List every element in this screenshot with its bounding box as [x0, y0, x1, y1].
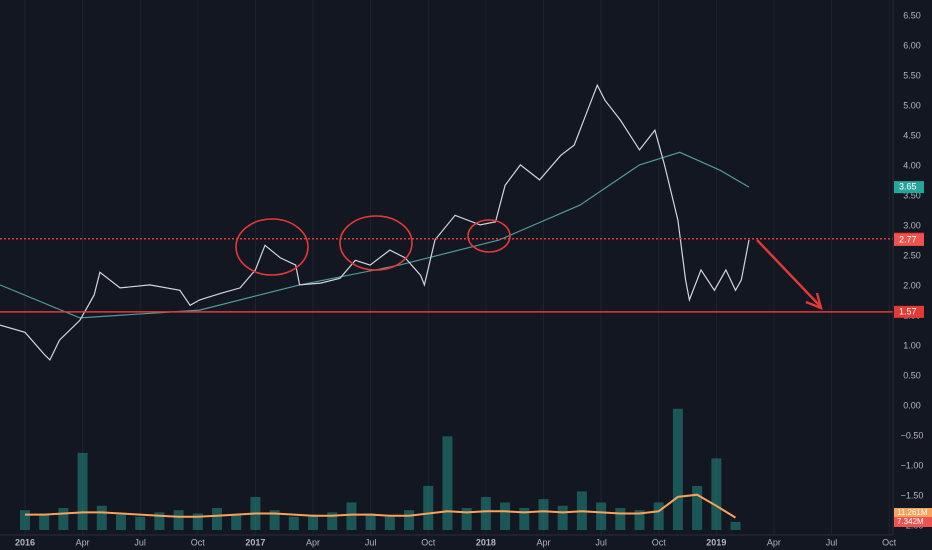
volume-bar	[212, 507, 223, 530]
last-price-label: 2.77	[899, 234, 917, 244]
y-tick-label: 1.00	[903, 340, 921, 350]
volume-bar	[500, 502, 511, 530]
volume-bar	[634, 510, 645, 530]
volume-average-line	[25, 493, 737, 519]
x-tick-label: 2017	[245, 537, 265, 547]
arrow	[756, 239, 821, 307]
y-tick-label: 2.50	[903, 250, 921, 260]
volume-bar	[615, 507, 626, 530]
level-label-bg	[894, 305, 924, 318]
y-tick-label: 4.00	[903, 161, 921, 171]
x-tick-label: Jul	[365, 537, 377, 547]
y-tick-label: 4.50	[903, 131, 921, 141]
plot	[0, 83, 893, 530]
y-tick-label: 0.00	[903, 400, 921, 410]
y-tick-label: 0.50	[903, 370, 921, 380]
x-tick-label: Oct	[652, 537, 667, 547]
volume-bar	[461, 507, 472, 530]
circle-annotation	[467, 219, 511, 253]
y-tick-label: 3.50	[903, 191, 921, 201]
volume-bar	[730, 521, 741, 530]
volume-bar	[519, 507, 530, 530]
circle-annotation	[339, 215, 413, 271]
volume-bar	[19, 510, 30, 530]
last-price-label-bg	[894, 233, 924, 246]
volume-bar	[672, 408, 683, 530]
volume-bar	[692, 485, 703, 530]
x-tick-label: 2016	[15, 537, 35, 547]
annotations	[235, 215, 823, 311]
volume-bar	[653, 502, 664, 530]
volume-bar	[77, 452, 88, 530]
level-label: 1.57	[899, 306, 917, 316]
volume-label-bg	[894, 508, 932, 518]
volume-bar	[423, 485, 434, 530]
x-tick-label: Jul	[595, 537, 607, 547]
price-line	[0, 83, 750, 361]
volume-bar	[231, 514, 242, 530]
moving-average-line	[0, 151, 750, 319]
x-tick-label: Apr	[76, 537, 90, 547]
volume-bar	[538, 499, 549, 530]
volume-bar	[327, 512, 338, 530]
y-tick-label: 5.50	[903, 71, 921, 81]
volume-bar	[308, 514, 319, 530]
x-tick-label: Jul	[826, 537, 838, 547]
volume-bar	[384, 516, 395, 530]
volume-bar	[596, 502, 607, 530]
ma-label: 3.65	[899, 182, 917, 192]
volume-label: 7.342M	[897, 517, 924, 526]
y-tick-label: 5.00	[903, 101, 921, 111]
volume-bar	[404, 510, 415, 530]
x-tick-label: Apr	[306, 537, 320, 547]
volume-label-bg	[894, 517, 932, 527]
volume-label: 11.261M	[897, 508, 928, 517]
axes: 6.50 6.00 5.50 5.00 4.50 4.00 3.50 3.00 2.50 2.00…	[15, 11, 932, 547]
circle-annotation	[235, 218, 309, 276]
grid	[24, 0, 890, 535]
y-tick-label: −1.00	[901, 460, 924, 470]
x-tick-label: 2019	[706, 537, 726, 547]
volume-bar	[288, 516, 299, 530]
x-tick-label: Apr	[536, 537, 550, 547]
volume-bar	[269, 510, 280, 530]
y-tick-label: −0.50	[901, 430, 924, 440]
x-tick-label: 2018	[476, 537, 496, 547]
volume-bar	[192, 513, 203, 530]
volume-bar	[346, 502, 357, 530]
ma-label-bg	[894, 181, 924, 194]
y-tick-label: 6.00	[903, 41, 921, 51]
volume-bar	[365, 513, 376, 530]
y-tick-label: 6.50	[903, 11, 921, 21]
volume-bar	[557, 505, 568, 530]
volume-bar	[135, 516, 146, 530]
x-tick-label: Apr	[767, 537, 781, 547]
volume-bar	[96, 505, 107, 530]
volume-bar	[173, 510, 184, 530]
y-tick-label: 2.00	[903, 280, 921, 290]
y-tick-label: 3.00	[903, 220, 921, 230]
volume-bar	[442, 436, 453, 530]
volume-bar	[58, 507, 69, 530]
arrow-head	[805, 292, 823, 311]
x-tick-label: Oct	[882, 537, 897, 547]
x-tick-label: Oct	[191, 537, 206, 547]
x-tick-label: Jul	[134, 537, 146, 547]
volume-bar	[711, 458, 722, 530]
volume-bar	[480, 496, 491, 530]
volume-bar	[115, 514, 126, 530]
volume-bar	[39, 513, 50, 530]
volume-bar	[154, 512, 165, 530]
x-tick-label: Oct	[421, 537, 436, 547]
y-tick-label: −1.50	[901, 490, 924, 500]
